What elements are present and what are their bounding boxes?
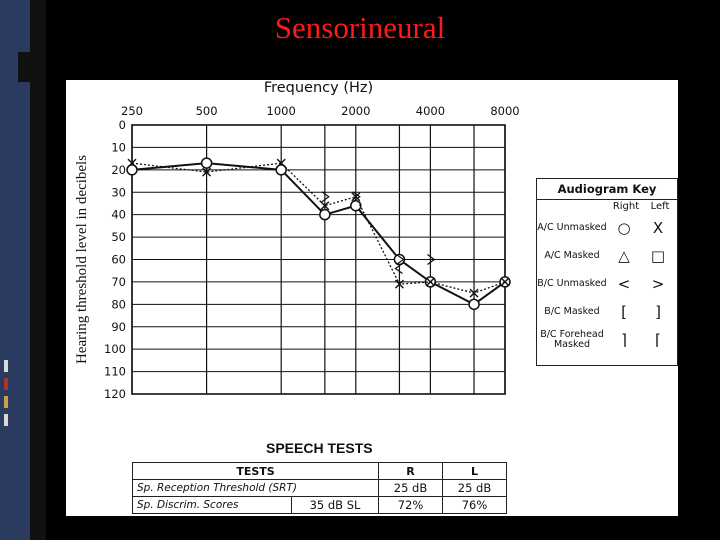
data-point-gt (321, 191, 330, 203)
key-label: A/C Unmasked (537, 222, 607, 233)
key-row: B/C Forehead Masked ⌉ ⌈ (537, 326, 677, 354)
y-tick-label: 30 (111, 185, 126, 199)
y-tick-label: 50 (111, 230, 126, 244)
key-title: Audiogram Key (537, 179, 677, 200)
audiogram-key: Audiogram Key Right Left A/C Unmasked ○ … (536, 178, 678, 366)
x-icon: X (652, 219, 664, 237)
table-row: Sp. Discrim. Scores 35 dB SL 72% 76% (132, 496, 507, 514)
data-point-gt (352, 191, 361, 203)
data-point-x (276, 158, 286, 168)
value-left: 76% (442, 496, 507, 514)
data-point-x (320, 201, 330, 211)
test-name: Sp. Reception Threshold (SRT) (132, 479, 379, 497)
data-point-x (127, 158, 137, 168)
y-tick-label: 110 (104, 365, 126, 379)
decor-strip (30, 0, 46, 540)
audiogram-chart: 0 10 20 30 40 50 60 70 80 90 100 110 120 250 500 1000 20… (74, 80, 520, 401)
key-label: A/C Masked (544, 250, 600, 261)
x-tick-label: 500 (196, 104, 218, 118)
value-right: 72% (378, 496, 443, 514)
speech-tests-table: TESTS R L Sp. Reception Threshold (SRT) … (132, 462, 507, 514)
decor-square (18, 52, 30, 82)
header-right: R (378, 462, 443, 480)
data-point-circle (468, 298, 480, 311)
table-row: Sp. Reception Threshold (SRT) 25 dB 25 d… (132, 479, 507, 497)
x-tick-label: 2000 (341, 104, 370, 118)
data-point-x (351, 192, 361, 202)
left-decor-bar (0, 0, 30, 540)
key-col-right: Right (612, 201, 640, 212)
data-point-x (394, 279, 404, 289)
right-bracket-icon: ] (655, 303, 661, 321)
table-header-row: TESTS R L (132, 462, 507, 480)
decor-stripe (4, 360, 8, 372)
key-columns: Right Left (537, 200, 677, 214)
decor-stripe (4, 378, 8, 390)
x-tick-label: 8000 (490, 104, 519, 118)
y-tick-label: 60 (111, 253, 126, 267)
key-label: B/C Masked (544, 306, 600, 317)
data-point-x (500, 277, 510, 287)
audiogram-panel: 0 10 20 30 40 50 60 70 80 90 100 110 120 250 500 1000 20… (66, 80, 678, 516)
slide-title: Sensorineural (274, 10, 446, 45)
speech-tests-heading: SPEECH TESTS (266, 440, 373, 456)
decor-stripe (4, 396, 8, 408)
y-tick-label: 70 (111, 275, 126, 289)
value-left: 25 dB (442, 479, 507, 497)
data-point-x (425, 277, 435, 287)
left-bracket-icon: [ (621, 303, 627, 321)
y-tick-label: 100 (104, 342, 126, 356)
data-point-circle (126, 164, 138, 176)
right-corner-icon: ⌉ (621, 331, 627, 349)
decor-stripe (4, 414, 8, 426)
greater-than-icon: > (651, 275, 665, 293)
x-tick-label: 250 (121, 104, 143, 118)
key-row: A/C Masked △ □ (537, 242, 677, 270)
y-tick-label: 20 (111, 163, 126, 177)
x-tick-label: 1000 (267, 104, 296, 118)
y-axis-title: Hearing threshold level in decibels (74, 155, 90, 364)
y-tick-label: 120 (104, 387, 126, 401)
header-tests: TESTS (132, 462, 379, 480)
data-point-circle (275, 164, 287, 176)
data-point-x (469, 288, 479, 298)
y-tick-label: 40 (111, 208, 126, 222)
data-point-gt (396, 254, 405, 265)
circle-icon: ○ (617, 219, 631, 237)
y-tick-label: 0 (119, 118, 126, 132)
data-point-circle (350, 199, 362, 212)
x-tick-label: 4000 (416, 104, 445, 118)
triangle-icon: △ (618, 247, 630, 265)
y-tick-label: 90 (111, 320, 126, 334)
series-line (131, 162, 506, 294)
test-name: Sp. Discrim. Scores (132, 496, 292, 514)
data-point-circle (319, 208, 331, 221)
data-point-lt (394, 262, 403, 274)
y-tick-label: 80 (111, 297, 126, 311)
data-point-gt (427, 254, 436, 265)
key-row: B/C Unmasked < > (537, 270, 677, 298)
left-corner-icon: ⌈ (655, 331, 661, 349)
key-label: B/C Forehead Masked (540, 329, 604, 350)
key-row: B/C Masked [ ] (537, 298, 677, 326)
y-tick-label: 10 (111, 140, 126, 154)
data-point-x (202, 167, 212, 177)
value-right: 25 dB (378, 479, 443, 497)
data-point-circle (200, 157, 213, 169)
key-row: A/C Unmasked ○ X (537, 214, 677, 242)
test-level: 35 dB SL (291, 496, 379, 514)
key-col-left: Left (650, 201, 670, 212)
header-left: L (442, 462, 507, 480)
x-axis-title: Frequency (Hz) (264, 80, 373, 96)
square-icon: □ (650, 247, 666, 265)
less-than-icon: < (617, 275, 631, 293)
series-line (131, 162, 506, 306)
key-label: B/C Unmasked (537, 278, 607, 289)
